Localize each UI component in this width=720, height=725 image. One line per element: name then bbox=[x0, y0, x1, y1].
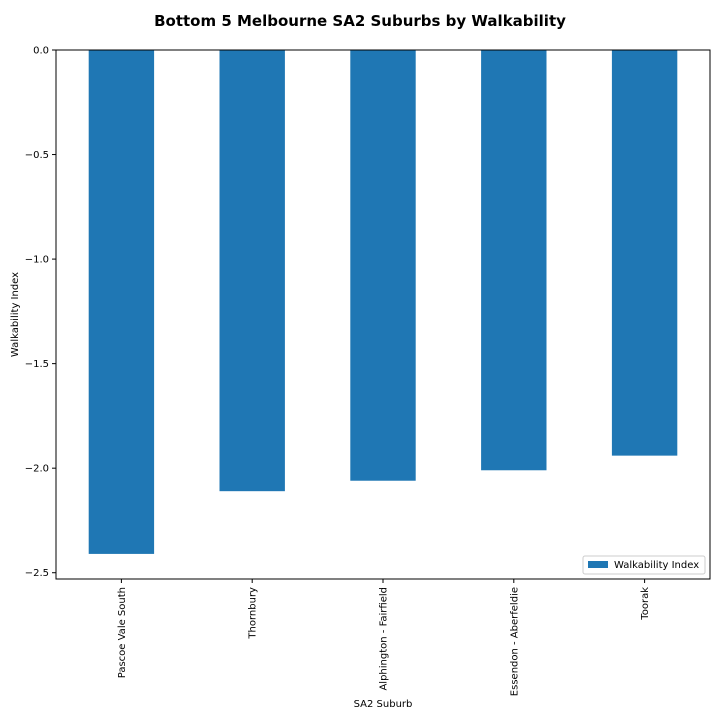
bars-layer bbox=[88, 50, 678, 554]
bar-4 bbox=[611, 50, 678, 456]
y-axis-ticks: 0.0 −0.5 −1.0 −1.5 −2.0 −2.5 bbox=[25, 46, 56, 579]
chart-title: Bottom 5 Melbourne SA2 Suburbs by Walkab… bbox=[154, 12, 566, 30]
bar-2 bbox=[350, 50, 416, 481]
y-tick-label: −1.5 bbox=[25, 359, 49, 370]
x-tick-label: Pascoe Vale South bbox=[117, 587, 128, 678]
legend-label: Walkability Index bbox=[614, 560, 699, 571]
y-tick-label: −2.5 bbox=[25, 568, 49, 579]
bar-0 bbox=[88, 50, 155, 554]
x-tick-label: Alphington - Fairfield bbox=[379, 587, 390, 691]
y-tick-label: −2.0 bbox=[25, 464, 49, 475]
x-axis-label: SA2 Suburb bbox=[354, 699, 413, 710]
legend-box bbox=[582, 555, 706, 575]
x-tick-label: Essendon - Aberfeldie bbox=[509, 587, 520, 696]
y-tick-label: 0.0 bbox=[33, 46, 49, 57]
bar-3 bbox=[481, 50, 547, 471]
x-tick-label: Thornbury bbox=[248, 587, 259, 640]
y-tick-label: −1.0 bbox=[25, 255, 49, 266]
x-tick-label: Toorak bbox=[640, 587, 651, 621]
legend: Walkability Index bbox=[582, 555, 706, 575]
bar-1 bbox=[219, 50, 285, 492]
y-tick-label: −0.5 bbox=[25, 150, 49, 161]
y-axis-label: Walkability Index bbox=[10, 272, 21, 357]
x-axis-ticks: Pascoe Vale South Thornbury Alphington - F… bbox=[117, 579, 651, 696]
legend-swatch bbox=[588, 561, 608, 568]
